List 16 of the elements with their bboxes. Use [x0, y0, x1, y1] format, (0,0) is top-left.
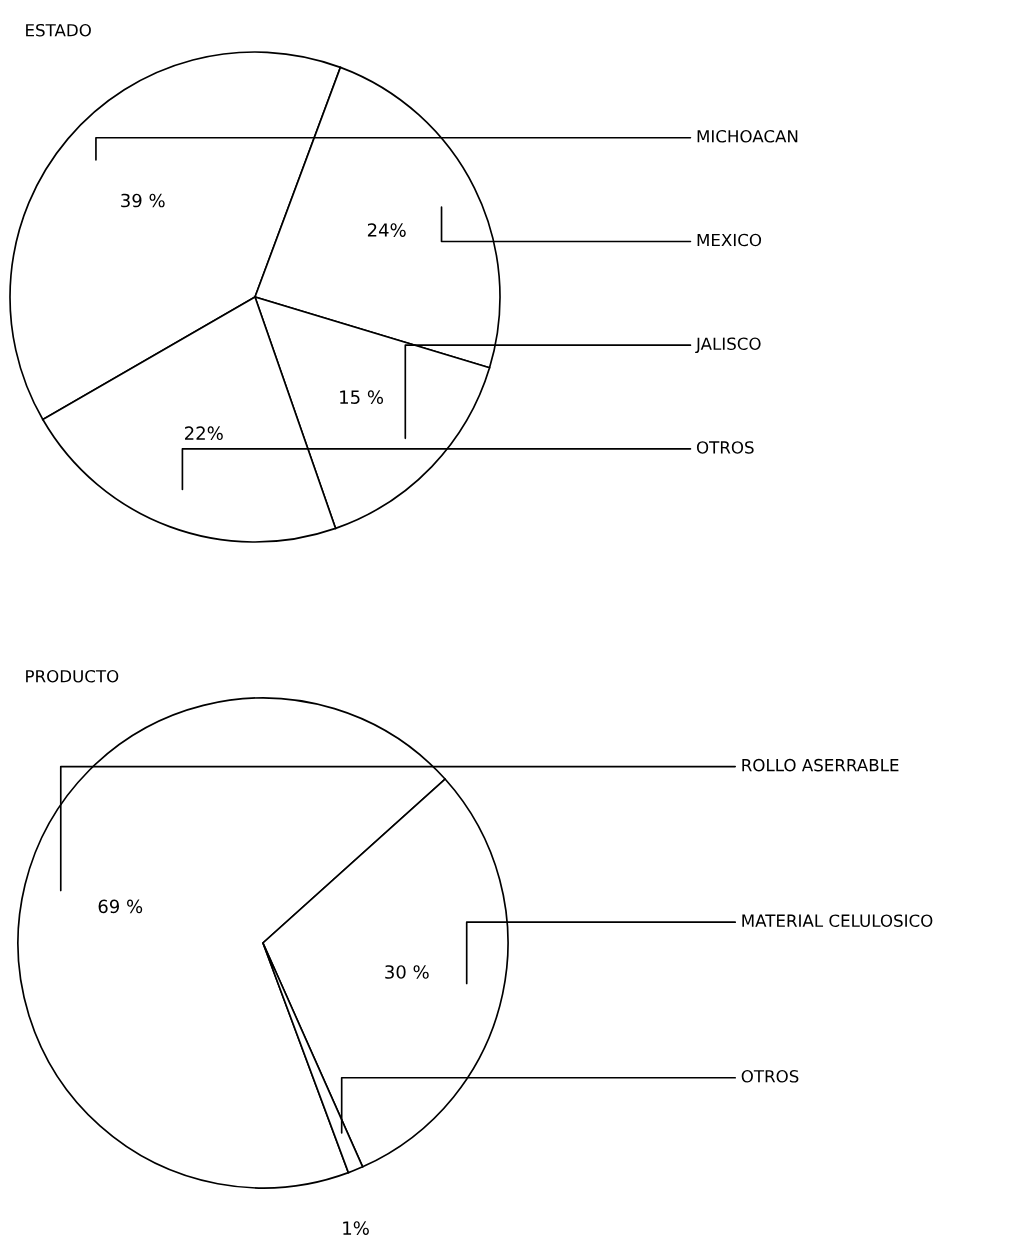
data-label: 22%	[185, 426, 223, 441]
slice-label: OTROS	[696, 441, 754, 454]
slice-label: MATERIAL CELULOSICO	[742, 914, 933, 928]
slice-label: ROLLO ASERRABLE	[742, 758, 899, 772]
chart-title: ESTADO	[26, 23, 91, 37]
slice-label: MEXICO	[697, 233, 762, 247]
data-label: 39 %	[121, 193, 165, 208]
slice-label: MICHOACAN	[697, 129, 798, 143]
data-label: 30 %	[385, 965, 429, 979]
data-label: 24%	[367, 223, 406, 237]
data-label: 15 %	[340, 390, 384, 404]
chart-title: PRODUCTO	[26, 669, 119, 683]
slice-label: JALISCO	[695, 337, 761, 354]
data-label: 1%	[343, 1221, 369, 1235]
slice-label: OTROS	[741, 1069, 799, 1083]
data-label: 69 %	[98, 899, 143, 914]
